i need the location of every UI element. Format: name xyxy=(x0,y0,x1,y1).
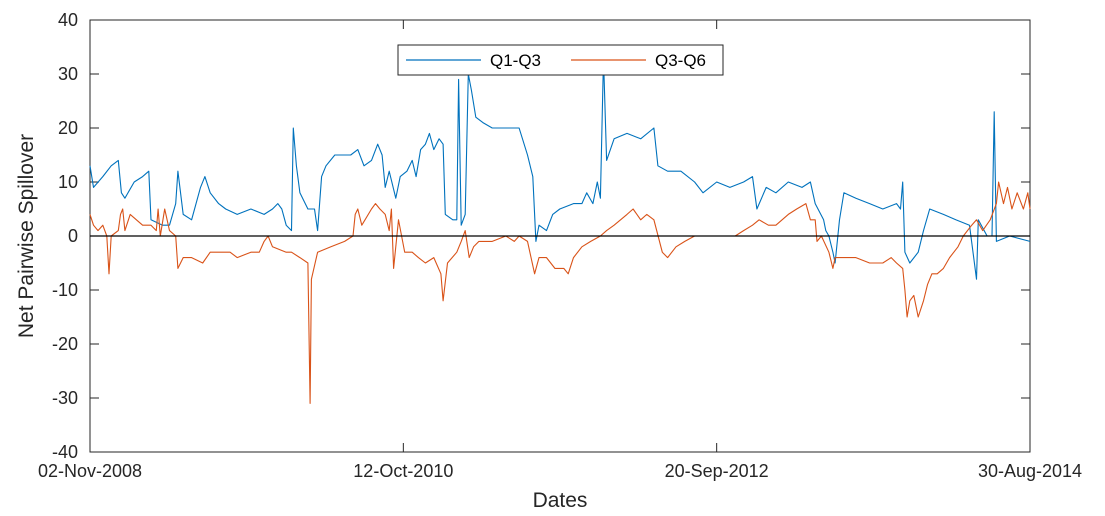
y-tick-label: 30 xyxy=(58,64,78,84)
y-tick-label: 0 xyxy=(68,226,78,246)
axes: -40 -30 -20 -10 0 10 20 30 40 02-Nov-2008 12-Oct-2… xyxy=(15,10,1082,512)
y-tick-label: -30 xyxy=(52,388,78,408)
y-tick-label: 20 xyxy=(58,118,78,138)
legend-label-q3-q6: Q3-Q6 xyxy=(655,51,706,70)
x-tick-label: 30-Aug-2014 xyxy=(978,461,1082,481)
y-tick-label: -10 xyxy=(52,280,78,300)
series-group xyxy=(89,57,1031,404)
series-line-q1-q3 xyxy=(89,57,1031,280)
legend-label-q1-q3: Q1-Q3 xyxy=(490,51,541,70)
series-line-q3-q6 xyxy=(89,181,1031,404)
y-tick-label: 10 xyxy=(58,172,78,192)
x-tick-label: 12-Oct-2010 xyxy=(353,461,453,481)
x-tick-label: 20-Sep-2012 xyxy=(665,461,769,481)
x-tick-label: 02-Nov-2008 xyxy=(38,461,142,481)
y-tick-label: -40 xyxy=(52,442,78,462)
x-axis-label: Dates xyxy=(533,489,588,512)
legend: Q1-Q3 Q3-Q6 xyxy=(397,44,724,76)
y-axis-label: Net Pairwise Spillover xyxy=(15,134,38,338)
y-tick-label: 40 xyxy=(58,10,78,30)
y-tick-label: -20 xyxy=(52,334,78,354)
